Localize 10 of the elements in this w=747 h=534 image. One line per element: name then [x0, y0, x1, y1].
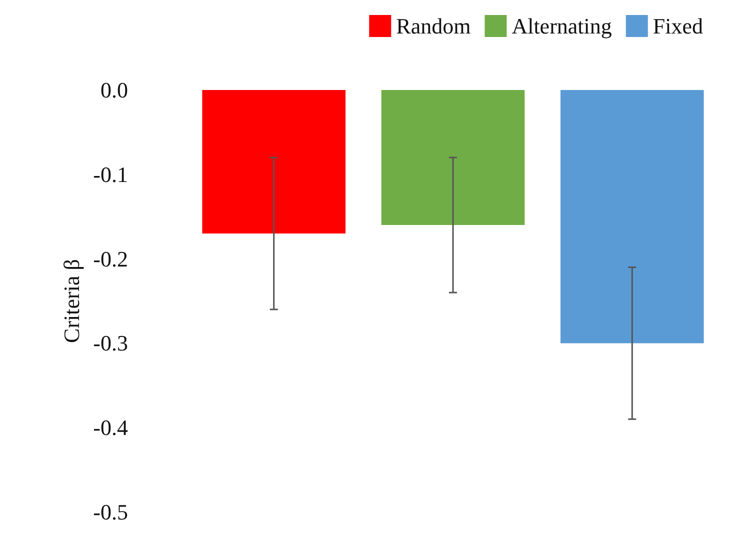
legend-label: Alternating — [512, 14, 612, 38]
y-tick-label: -0.1 — [93, 162, 128, 187]
legend-label: Random — [396, 14, 471, 38]
y-tick-label: -0.3 — [93, 330, 128, 356]
y-tick-label: -0.5 — [93, 500, 128, 524]
legend-label: Fixed — [652, 14, 704, 38]
y-tick-label: 0.0 — [100, 78, 128, 102]
y-tick-label: -0.2 — [93, 246, 128, 272]
y-axis-title: Criteria β — [58, 259, 84, 343]
y-tick-label: -0.4 — [93, 415, 128, 440]
